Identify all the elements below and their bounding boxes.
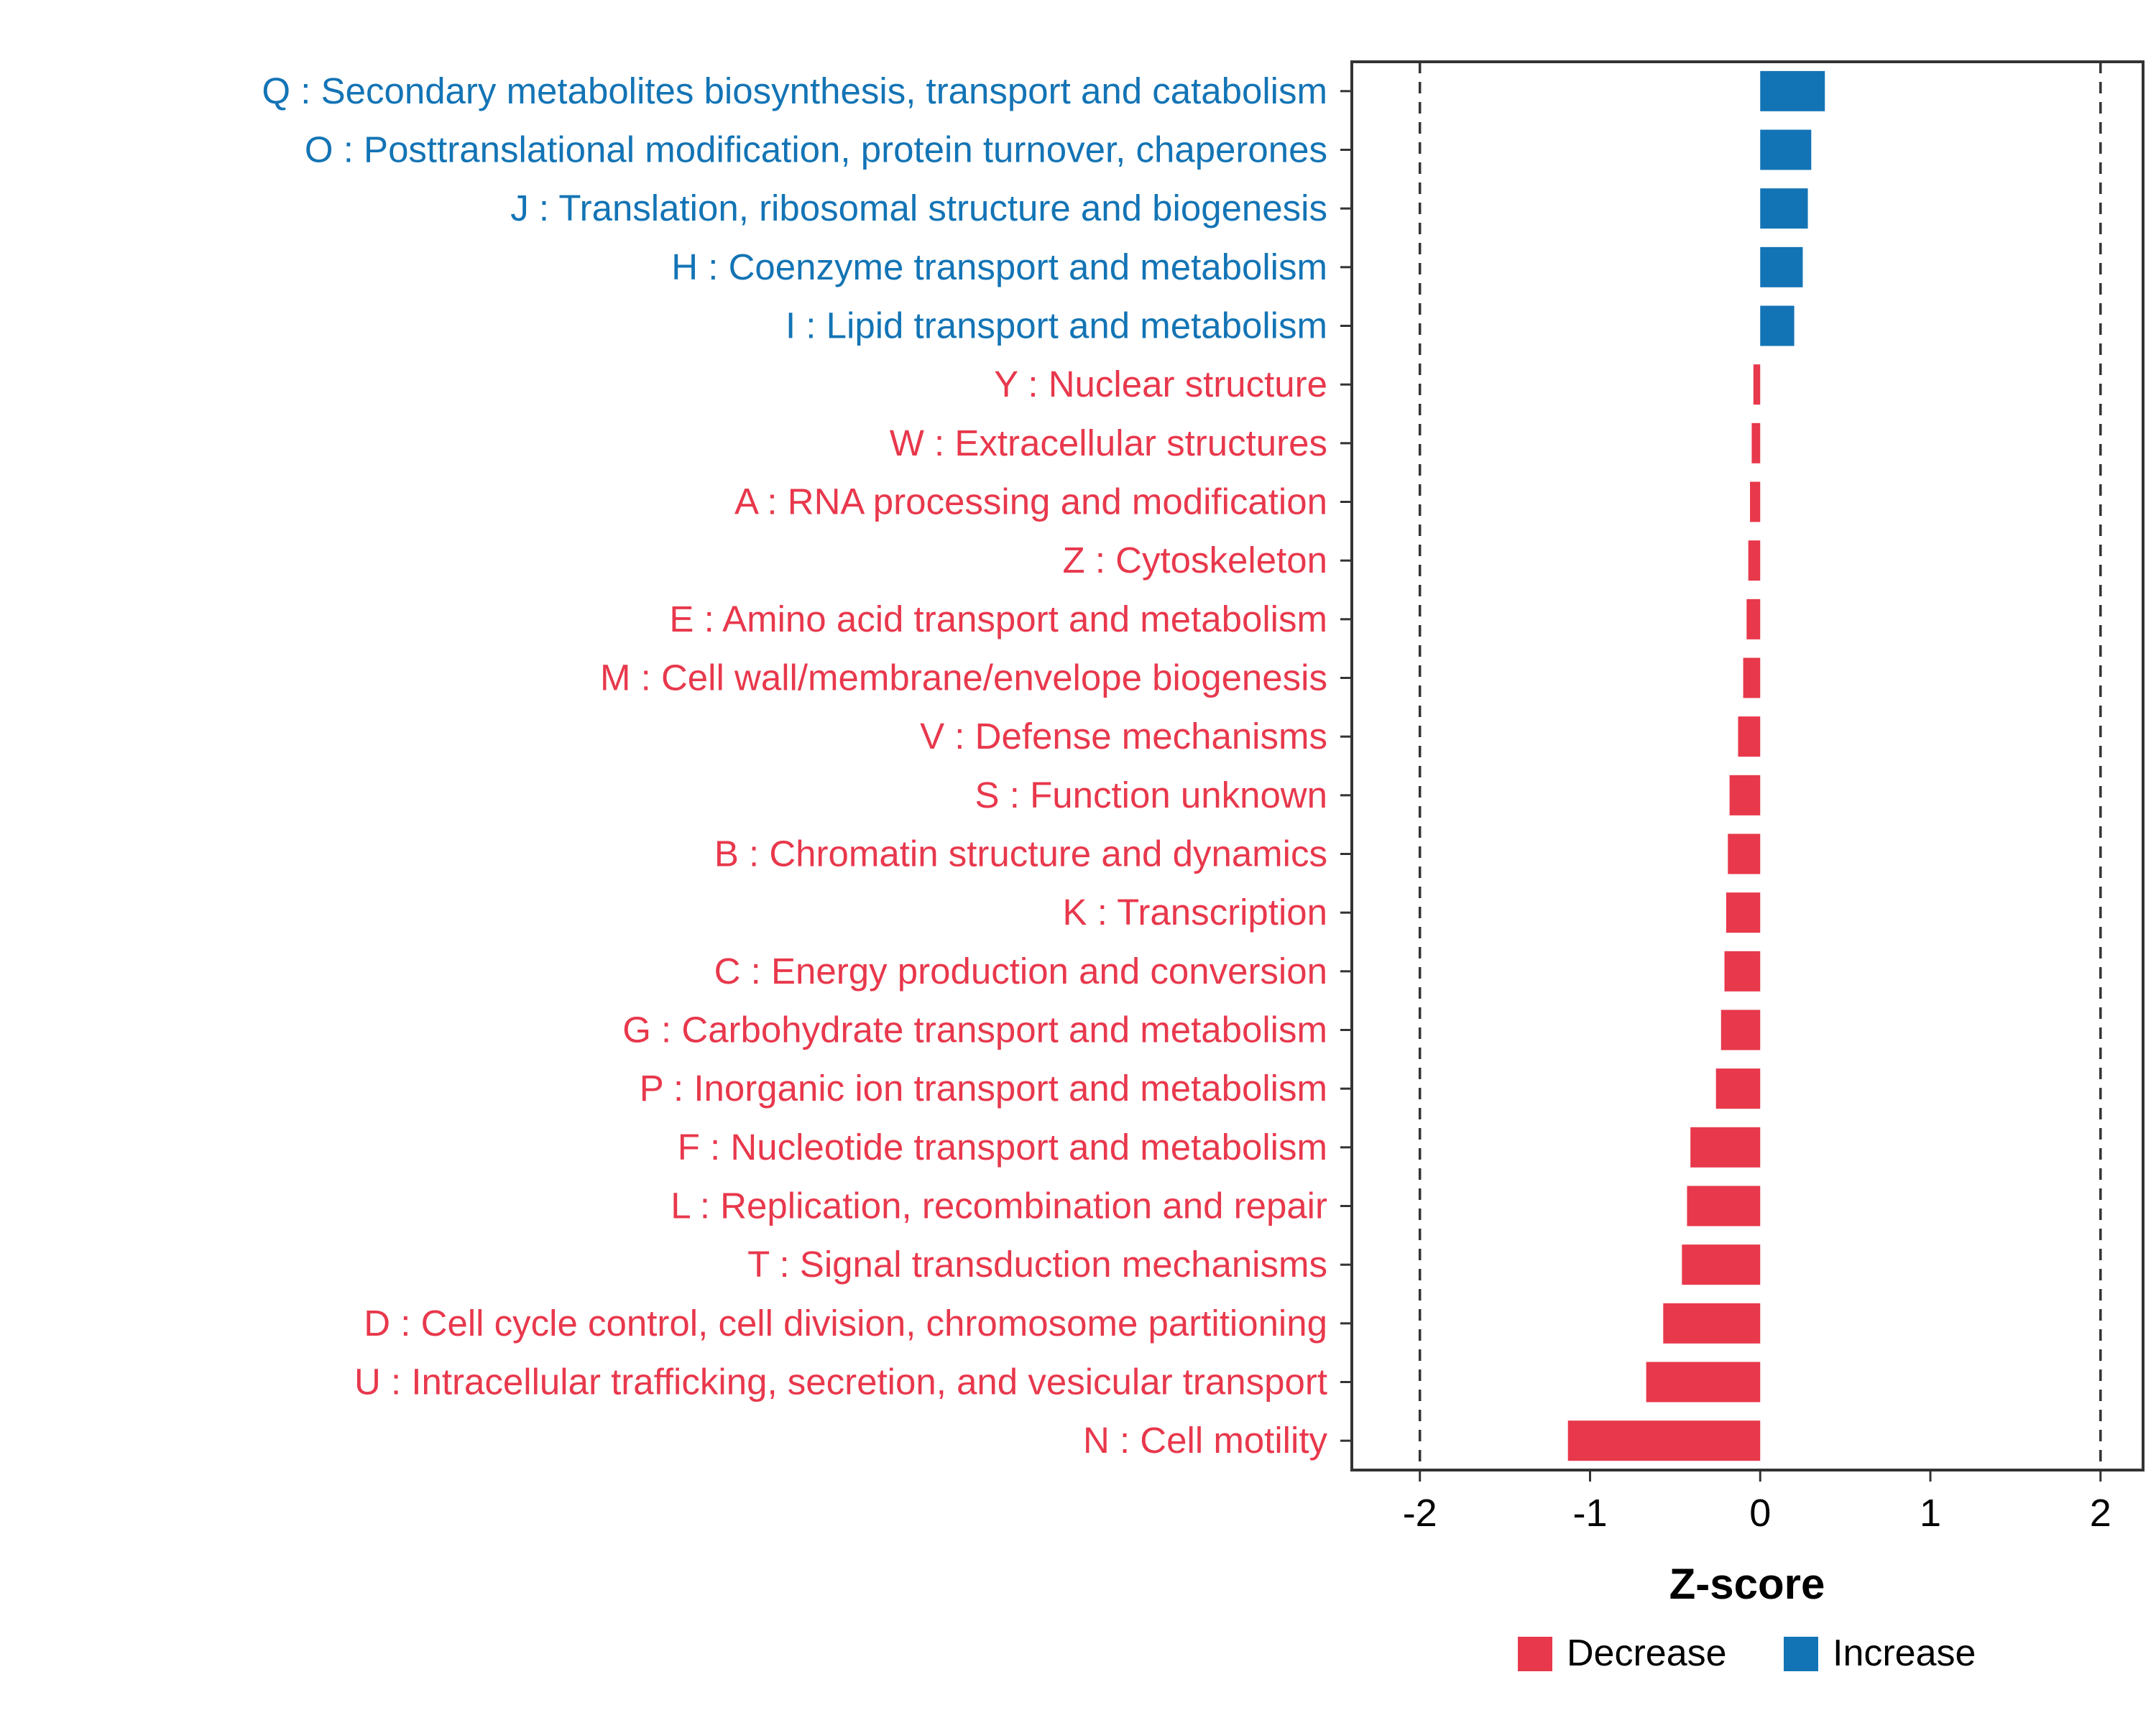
x-tick-label: 0 bbox=[1749, 1492, 1771, 1535]
bar bbox=[1750, 481, 1761, 522]
bar bbox=[1724, 951, 1761, 992]
bar bbox=[1760, 305, 1795, 346]
category-label: L : Replication, recombination and repai… bbox=[671, 1186, 1327, 1226]
bar bbox=[1760, 129, 1812, 170]
x-axis-title: Z-score bbox=[1669, 1560, 1825, 1608]
bar bbox=[1726, 892, 1761, 933]
category-label: C : Energy production and conversion bbox=[714, 951, 1327, 992]
category-label: U : Intracellular trafficking, secretion… bbox=[354, 1362, 1327, 1403]
category-label: Z : Cytoskeleton bbox=[1063, 540, 1327, 581]
category-label: Q : Secondary metabolites biosynthesis, … bbox=[262, 70, 1327, 111]
x-tick-label: 2 bbox=[2090, 1492, 2111, 1535]
bar bbox=[1720, 1009, 1761, 1050]
category-label: N : Cell motility bbox=[1083, 1420, 1328, 1461]
category-label: T : Signal transduction mechanisms bbox=[747, 1244, 1327, 1285]
category-label: P : Inorganic ion transport and metaboli… bbox=[640, 1068, 1327, 1109]
category-label: E : Amino acid transport and metabolism bbox=[669, 599, 1327, 639]
category-label: H : Coenzyme transport and metabolism bbox=[671, 246, 1327, 287]
plot-panel-background bbox=[1352, 62, 2143, 1470]
bar bbox=[1715, 1068, 1761, 1109]
bar bbox=[1687, 1186, 1761, 1226]
bar bbox=[1728, 833, 1761, 874]
bar bbox=[1748, 540, 1761, 581]
legend-swatch-decrease-icon bbox=[1518, 1637, 1552, 1671]
bar bbox=[1746, 599, 1761, 639]
legend-label-decrease: Decrease bbox=[1567, 1632, 1727, 1674]
bar bbox=[1690, 1127, 1761, 1168]
bar bbox=[1663, 1303, 1761, 1344]
category-label: I : Lipid transport and metabolism bbox=[786, 305, 1327, 346]
category-label: V : Defense mechanisms bbox=[920, 716, 1327, 757]
bar bbox=[1760, 246, 1803, 287]
legend-label-increase: Increase bbox=[1833, 1632, 1976, 1674]
category-label: B : Chromatin structure and dynamics bbox=[714, 833, 1327, 874]
x-tick-label: -2 bbox=[1403, 1492, 1437, 1535]
panel-border bbox=[1350, 60, 2145, 1471]
bar bbox=[1682, 1244, 1761, 1285]
legend: Decrease Increase bbox=[1518, 1632, 1976, 1674]
category-label: F : Nucleotide transport and metabolism bbox=[678, 1127, 1327, 1168]
category-label: J : Translation, ribosomal structure and… bbox=[510, 188, 1327, 228]
bar bbox=[1743, 657, 1761, 698]
category-label: O : Posttranslational modification, prot… bbox=[305, 129, 1327, 170]
bar bbox=[1753, 364, 1761, 405]
bar bbox=[1729, 775, 1761, 816]
bar bbox=[1760, 188, 1808, 229]
category-label: Y : Nuclear structure bbox=[994, 364, 1327, 405]
bar bbox=[1567, 1420, 1761, 1461]
bar bbox=[1760, 70, 1825, 111]
category-label: W : Extracellular structures bbox=[890, 422, 1327, 463]
bar bbox=[1751, 422, 1761, 463]
category-label: A : RNA processing and modification bbox=[734, 481, 1327, 522]
x-tick-label: 1 bbox=[1920, 1492, 1941, 1535]
bar bbox=[1738, 716, 1761, 757]
legend-swatch-increase-icon bbox=[1784, 1637, 1818, 1671]
category-label: D : Cell cycle control, cell division, c… bbox=[364, 1303, 1327, 1344]
category-label: M : Cell wall/membrane/envelope biogenes… bbox=[600, 657, 1327, 698]
category-label: K : Transcription bbox=[1063, 892, 1327, 933]
category-label: S : Function unknown bbox=[975, 775, 1327, 816]
plot-area: Q : Secondary metabolites biosynthesis, … bbox=[262, 60, 2145, 1535]
bar bbox=[1646, 1362, 1761, 1403]
category-label: G : Carbohydrate transport and metabolis… bbox=[622, 1009, 1327, 1050]
x-tick-label: -1 bbox=[1572, 1492, 1607, 1535]
